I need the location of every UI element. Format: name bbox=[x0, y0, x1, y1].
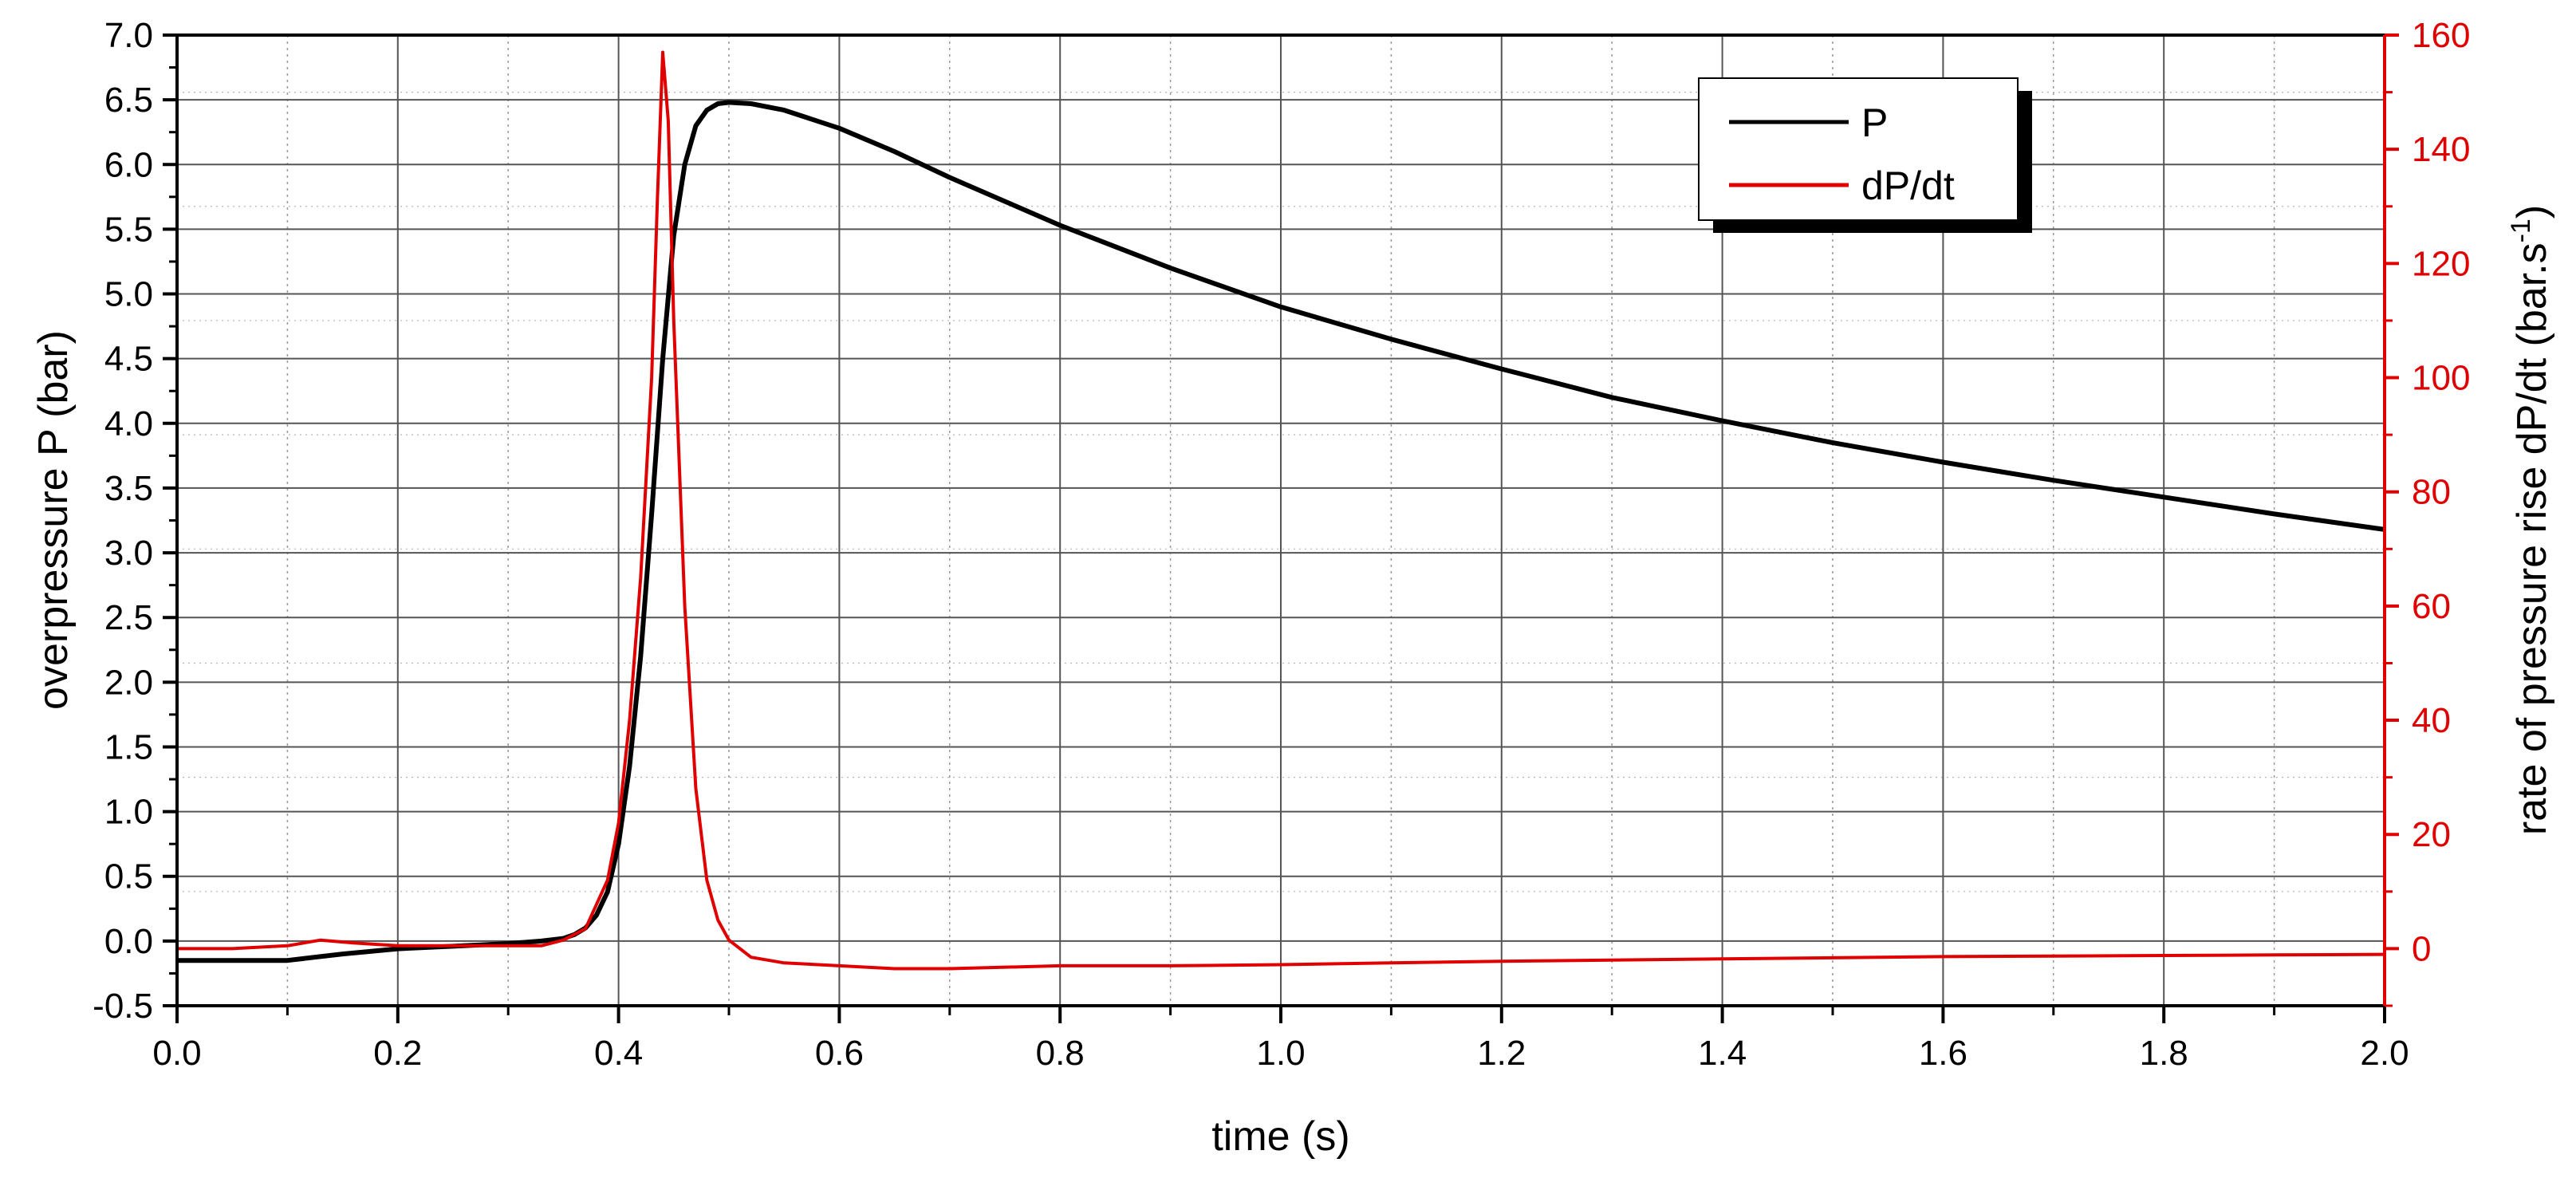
left-y-tick-label: -0.5 bbox=[93, 987, 153, 1026]
right-y-axis-title-close: ) bbox=[2509, 205, 2555, 219]
left-y-tick-label: 4.5 bbox=[104, 340, 153, 379]
left-y-tick-label: 0.0 bbox=[104, 922, 153, 961]
x-tick-label: 1.2 bbox=[1477, 1034, 1526, 1073]
left-y-tick-label: 2.0 bbox=[104, 663, 153, 702]
series-layer bbox=[177, 50, 2385, 971]
right-y-axis-title-superscript: -1 bbox=[2506, 219, 2536, 242]
left-y-tick-label: 1.5 bbox=[104, 727, 153, 766]
legend-label-dpdt: dP/dt bbox=[1861, 164, 1955, 208]
x-tick-label: 1.0 bbox=[1256, 1034, 1305, 1073]
series-line-p bbox=[177, 100, 2385, 963]
x-tick-label: 0.2 bbox=[373, 1034, 422, 1073]
left-y-tick-label: 1.0 bbox=[104, 793, 153, 832]
right-y-tick-label: 120 bbox=[2412, 244, 2470, 283]
legend: P dP/dt bbox=[1698, 77, 2032, 233]
left-y-tick-label: 7.0 bbox=[104, 16, 153, 55]
x-tick-label: 2.0 bbox=[2360, 1034, 2409, 1073]
left-y-tick-label: 2.5 bbox=[104, 598, 153, 637]
left-y-tick-label: 5.5 bbox=[104, 210, 153, 249]
x-tick-label: 1.6 bbox=[1919, 1034, 1967, 1073]
right-y-tick-label: 160 bbox=[2412, 16, 2470, 55]
axes: 0.0 0.2 0.4 0.6 0.8 1.0 1.2 1.4 1.6 1.8 2.0 -0.5 0.0… bbox=[93, 16, 2470, 1073]
left-y-tick-label: 0.5 bbox=[104, 857, 153, 896]
left-y-tick-label: 5.0 bbox=[104, 275, 153, 314]
right-y-tick-label: 60 bbox=[2412, 587, 2451, 626]
right-y-tick-label: 100 bbox=[2412, 359, 2470, 398]
legend-label-p: P bbox=[1861, 100, 1888, 145]
left-y-tick-label: 3.0 bbox=[104, 534, 153, 573]
right-y-tick-label: 140 bbox=[2412, 130, 2470, 169]
x-tick-label: 0.6 bbox=[815, 1034, 864, 1073]
right-y-axis-title: rate of pressure rise dP/dt (bar.s-1) bbox=[2506, 205, 2555, 835]
x-tick-label: 0.4 bbox=[594, 1034, 643, 1073]
x-axis-title: time (s) bbox=[1211, 1113, 1349, 1160]
x-tick-label: 1.4 bbox=[1698, 1034, 1747, 1073]
series-line-dpdt bbox=[177, 50, 2385, 971]
left-y-tick-label: 4.0 bbox=[104, 404, 153, 443]
right-y-tick-label: 0 bbox=[2412, 929, 2431, 968]
right-y-tick-label: 20 bbox=[2412, 815, 2451, 854]
left-y-tick-label: 6.0 bbox=[104, 145, 153, 184]
right-y-tick-label: 40 bbox=[2412, 701, 2451, 740]
x-tick-label: 1.8 bbox=[2140, 1034, 2188, 1073]
legend-box bbox=[1698, 77, 2019, 221]
x-tick-label: 0.8 bbox=[1036, 1034, 1085, 1073]
left-y-axis-title: overpressure P (bar) bbox=[30, 330, 77, 710]
left-y-tick-label: 3.5 bbox=[104, 469, 153, 508]
left-y-tick-label: 6.5 bbox=[104, 81, 153, 120]
x-tick-label: 0.0 bbox=[152, 1034, 201, 1073]
right-y-tick-label: 80 bbox=[2412, 473, 2451, 512]
right-y-axis-title-main: rate of pressure rise dP/dt (bar.s bbox=[2509, 242, 2555, 835]
